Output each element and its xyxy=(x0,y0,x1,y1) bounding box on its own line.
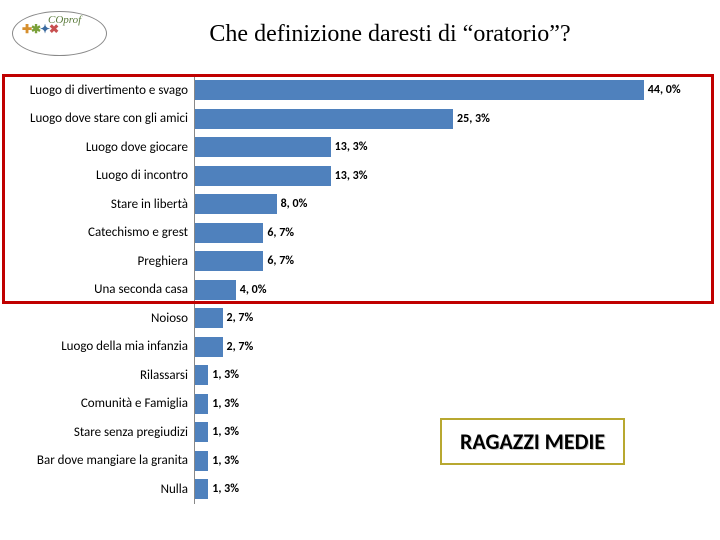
chart-row: Luogo di divertimento e svago 44, 0% xyxy=(6,76,714,105)
category-label: Nulla xyxy=(6,482,194,497)
bar-wrap: 13, 3% xyxy=(194,133,714,162)
chart-row: Rilassarsi 1, 3% xyxy=(6,361,714,390)
value-label: 8, 0% xyxy=(277,194,308,214)
bar xyxy=(195,80,644,100)
bar-wrap: 1, 3% xyxy=(194,475,714,504)
bar-wrap: 6, 7% xyxy=(194,247,714,276)
bar xyxy=(195,451,208,471)
bar-wrap: 2, 7% xyxy=(194,333,714,362)
bar xyxy=(195,394,208,414)
category-label: Luogo di divertimento e svago xyxy=(6,83,194,98)
chart-row: Luogo dove giocare 13, 3% xyxy=(6,133,714,162)
bar xyxy=(195,337,223,357)
value-label: 1, 3% xyxy=(208,451,239,471)
bar-wrap: 8, 0% xyxy=(194,190,714,219)
chart-row: Comunità e Famiglia 1, 3% xyxy=(6,390,714,419)
bar xyxy=(195,223,263,243)
category-label: Una seconda casa xyxy=(6,282,194,297)
callout-label: RAGAZZI MEDIE xyxy=(440,418,625,465)
category-label: Luogo dove giocare xyxy=(6,140,194,155)
header: COprof ✚✱✦✖ Che definizione daresti di “… xyxy=(0,0,720,72)
bar xyxy=(195,365,208,385)
logo-marks: ✚✱✦✖ xyxy=(22,26,57,34)
category-label: Bar dove mangiare la granita xyxy=(6,453,194,468)
value-label: 1, 3% xyxy=(208,394,239,414)
chart-row: Luogo di incontro 13, 3% xyxy=(6,162,714,191)
bar xyxy=(195,308,223,328)
logo: COprof ✚✱✦✖ xyxy=(10,8,110,60)
page-title: Che definizione daresti di “oratorio”? xyxy=(120,21,720,48)
chart-row: Stare in libertà 8, 0% xyxy=(6,190,714,219)
bar-wrap: 4, 0% xyxy=(194,276,714,305)
chart-row: Una seconda casa 4, 0% xyxy=(6,276,714,305)
value-label: 6, 7% xyxy=(263,223,294,243)
category-label: Comunità e Famiglia xyxy=(6,396,194,411)
value-label: 13, 3% xyxy=(331,166,368,186)
bar-wrap: 44, 0% xyxy=(194,76,714,105)
bar xyxy=(195,137,331,157)
value-label: 2, 7% xyxy=(223,337,254,357)
chart-row: Noioso 2, 7% xyxy=(6,304,714,333)
bar xyxy=(195,422,208,442)
category-label: Luogo di incontro xyxy=(6,168,194,183)
category-label: Catechismo e grest xyxy=(6,225,194,240)
bar xyxy=(195,166,331,186)
value-label: 1, 3% xyxy=(208,365,239,385)
bar-wrap: 6, 7% xyxy=(194,219,714,248)
category-label: Stare senza pregiudizi xyxy=(6,425,194,440)
bar-wrap: 13, 3% xyxy=(194,162,714,191)
category-label: Stare in libertà xyxy=(6,197,194,212)
category-label: Noioso xyxy=(6,311,194,326)
value-label: 1, 3% xyxy=(208,479,239,499)
chart-row: Preghiera 6, 7% xyxy=(6,247,714,276)
bar xyxy=(195,194,277,214)
value-label: 25, 3% xyxy=(453,109,490,129)
chart-row: Catechismo e grest 6, 7% xyxy=(6,219,714,248)
value-label: 1, 3% xyxy=(208,422,239,442)
category-label: Preghiera xyxy=(6,254,194,269)
value-label: 13, 3% xyxy=(331,137,368,157)
bar xyxy=(195,479,208,499)
value-label: 44, 0% xyxy=(644,80,681,100)
bar xyxy=(195,280,236,300)
bar-wrap: 2, 7% xyxy=(194,304,714,333)
category-label: Luogo dove stare con gli amici xyxy=(6,111,194,126)
chart-row: Luogo della mia infanzia 2, 7% xyxy=(6,333,714,362)
bar xyxy=(195,251,263,271)
value-label: 6, 7% xyxy=(263,251,294,271)
bar-wrap: 1, 3% xyxy=(194,390,714,419)
bar-wrap: 25, 3% xyxy=(194,105,714,134)
value-label: 2, 7% xyxy=(223,308,254,328)
bar xyxy=(195,109,453,129)
chart-row: Nulla 1, 3% xyxy=(6,475,714,504)
bar-wrap: 1, 3% xyxy=(194,361,714,390)
chart-row: Luogo dove stare con gli amici 25, 3% xyxy=(6,105,714,134)
value-label: 4, 0% xyxy=(236,280,267,300)
category-label: Rilassarsi xyxy=(6,368,194,383)
category-label: Luogo della mia infanzia xyxy=(6,339,194,354)
